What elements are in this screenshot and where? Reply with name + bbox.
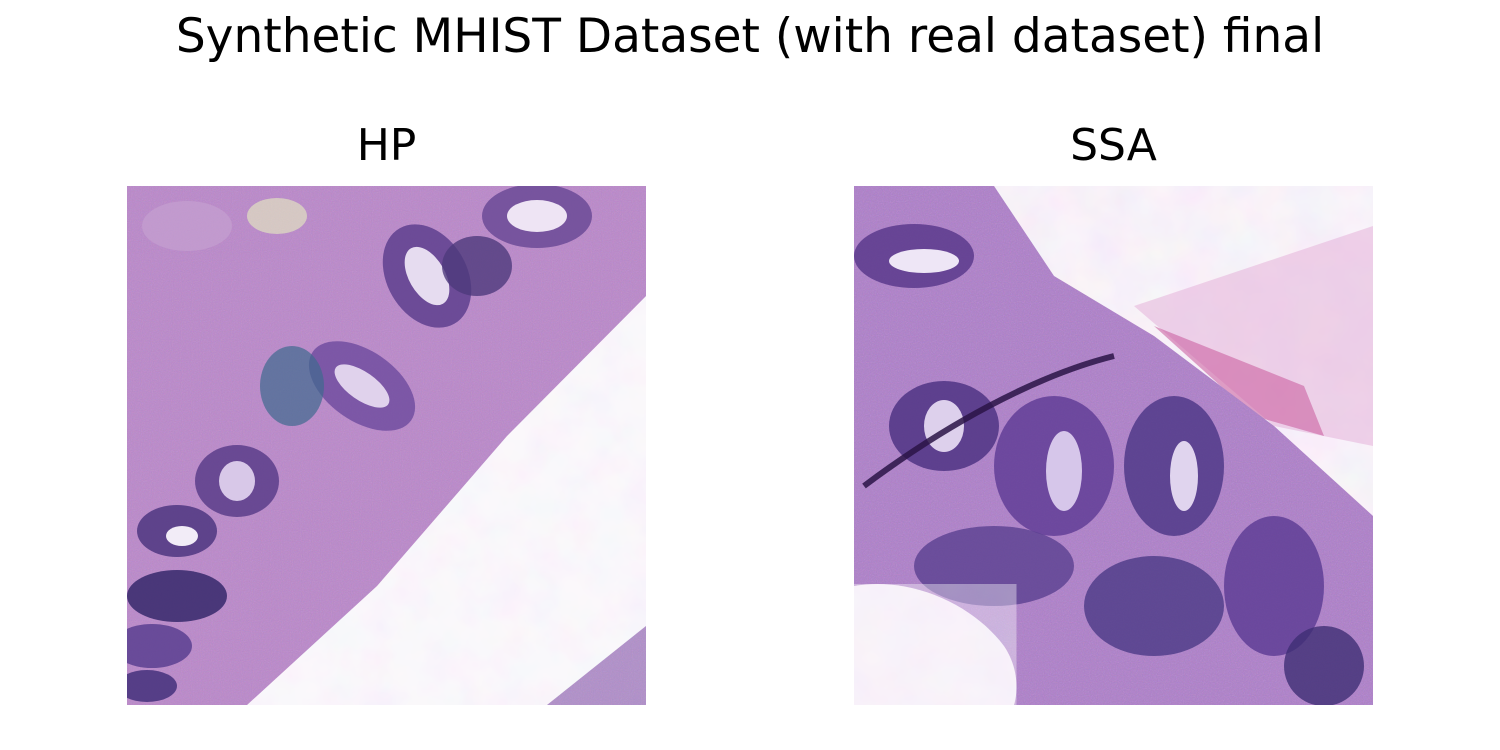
hp-image-panel bbox=[127, 186, 646, 705]
figure-title: Synthetic MHIST Dataset (with real datas… bbox=[175, 9, 1325, 64]
hp-histology-image bbox=[127, 186, 646, 705]
ssa-image-panel bbox=[854, 186, 1373, 705]
panel-title-ssa: SSA bbox=[1070, 120, 1157, 171]
panel-title-hp: HP bbox=[356, 120, 417, 171]
ssa-histology-image bbox=[854, 186, 1373, 705]
